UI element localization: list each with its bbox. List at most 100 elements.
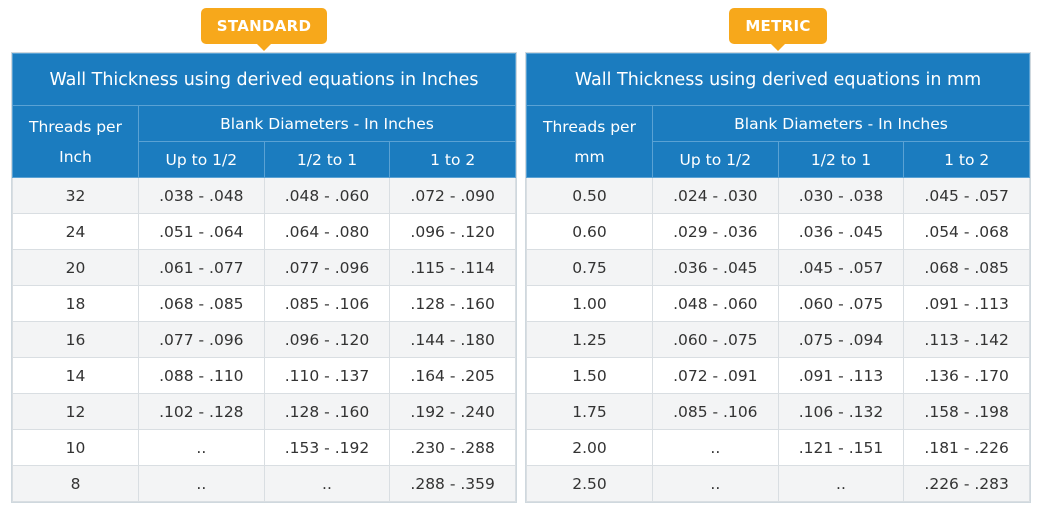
range-header: Up to 1/2 <box>652 141 779 178</box>
threads-cell: 14 <box>12 357 139 394</box>
value-cell: .068 - .085 <box>138 285 265 322</box>
threads-cell: 1.00 <box>526 285 653 322</box>
standard-table: Wall Thickness using derived equations i… <box>12 53 516 502</box>
value-cell: .064 - .080 <box>263 213 391 250</box>
threads-cell: 2.50 <box>526 465 653 502</box>
threads-cell: 2.00 <box>526 429 653 466</box>
value-cell: .048 - .060 <box>263 177 391 214</box>
threads-header-line1: Threads per <box>29 117 122 136</box>
value-cell: .075 - .094 <box>777 321 905 358</box>
value-cell: .061 - .077 <box>138 249 265 286</box>
value-cell: .226 - .283 <box>903 465 1030 502</box>
table-row: 2.50 .. .. .226 - .283 <box>526 465 1030 502</box>
value-cell: .192 - .240 <box>389 393 516 430</box>
threads-cell: 1.75 <box>526 393 653 430</box>
value-cell: .068 - .085 <box>903 249 1030 286</box>
value-cell: .077 - .096 <box>263 249 391 286</box>
threads-cell: 16 <box>12 321 139 358</box>
threads-cell: 0.60 <box>526 213 653 250</box>
value-cell: .060 - .075 <box>777 285 905 322</box>
value-cell: .. <box>138 465 265 502</box>
table-row: 8 .. .. .288 - .359 <box>12 465 516 502</box>
value-cell: .. <box>263 465 391 502</box>
threads-header-line1: Threads per <box>543 117 636 136</box>
value-cell: .077 - .096 <box>138 321 265 358</box>
standard-table-title: Wall Thickness using derived equations i… <box>12 53 516 106</box>
table-row: 1.00 .048 - .060 .060 - .075 .091 - .113 <box>526 285 1030 322</box>
standard-table-panel: Wall Thickness using derived equations i… <box>11 52 517 503</box>
value-cell: .288 - .359 <box>389 465 516 502</box>
threads-cell: 1.25 <box>526 321 653 358</box>
table-row: 0.75 .036 - .045 .045 - .057 .068 - .085 <box>526 249 1030 286</box>
threads-cell: 0.50 <box>526 177 653 214</box>
value-cell: .091 - .113 <box>777 357 905 394</box>
value-cell: .. <box>652 429 779 466</box>
value-cell: .036 - .045 <box>777 213 905 250</box>
range-header: 1 to 2 <box>903 141 1030 178</box>
table-row: 1.50 .072 - .091 .091 - .113 .136 - .170 <box>526 357 1030 394</box>
metric-badge: METRIC <box>729 8 827 51</box>
table-row: 24 .051 - .064 .064 - .080 .096 - .120 <box>12 213 516 250</box>
threads-header-line2: mm <box>574 147 605 166</box>
threads-per-inch-header: Threads per Inch <box>12 105 139 178</box>
table-row: 32 .038 - .048 .048 - .060 .072 - .090 <box>12 177 516 214</box>
value-cell: .144 - .180 <box>389 321 516 358</box>
value-cell: .085 - .106 <box>652 393 779 430</box>
value-cell: .088 - .110 <box>138 357 265 394</box>
threads-cell: 1.50 <box>526 357 653 394</box>
value-cell: .128 - .160 <box>263 393 391 430</box>
standard-badge: STANDARD <box>201 8 327 51</box>
value-cell: .230 - .288 <box>389 429 516 466</box>
value-cell: .128 - .160 <box>389 285 516 322</box>
table-row: 1.75 .085 - .106 .106 - .132 .158 - .198 <box>526 393 1030 430</box>
value-cell: .038 - .048 <box>138 177 265 214</box>
value-cell: .096 - .120 <box>263 321 391 358</box>
table-row: 18 .068 - .085 .085 - .106 .128 - .160 <box>12 285 516 322</box>
value-cell: .102 - .128 <box>138 393 265 430</box>
value-cell: .158 - .198 <box>903 393 1030 430</box>
table-row: 10 .. .153 - .192 .230 - .288 <box>12 429 516 466</box>
metric-table-title: Wall Thickness using derived equations i… <box>526 53 1030 106</box>
value-cell: .096 - .120 <box>389 213 516 250</box>
threads-cell: 18 <box>12 285 139 322</box>
metric-table: Wall Thickness using derived equations i… <box>526 53 1030 502</box>
value-cell: .115 - .114 <box>389 249 516 286</box>
range-header: 1/2 to 1 <box>263 141 391 178</box>
value-cell: .072 - .091 <box>652 357 779 394</box>
table-row: 0.60 .029 - .036 .036 - .045 .054 - .068 <box>526 213 1030 250</box>
value-cell: .024 - .030 <box>652 177 779 214</box>
value-cell: .051 - .064 <box>138 213 265 250</box>
metric-table-panel: Wall Thickness using derived equations i… <box>525 52 1031 503</box>
value-cell: .121 - .151 <box>777 429 905 466</box>
value-cell: .030 - .038 <box>777 177 905 214</box>
range-header: Up to 1/2 <box>138 141 265 178</box>
value-cell: .106 - .132 <box>777 393 905 430</box>
table-row: 2.00 .. .121 - .151 .181 - .226 <box>526 429 1030 466</box>
value-cell: .054 - .068 <box>903 213 1030 250</box>
threads-per-mm-header: Threads per mm <box>526 105 653 178</box>
table-row: 16 .077 - .096 .096 - .120 .144 - .180 <box>12 321 516 358</box>
value-cell: .153 - .192 <box>263 429 391 466</box>
value-cell: .091 - .113 <box>903 285 1030 322</box>
range-header: 1/2 to 1 <box>777 141 905 178</box>
table-row: 20 .061 - .077 .077 - .096 .115 - .114 <box>12 249 516 286</box>
table-row: 0.50 .024 - .030 .030 - .038 .045 - .057 <box>526 177 1030 214</box>
range-header: 1 to 2 <box>389 141 516 178</box>
threads-cell: 20 <box>12 249 139 286</box>
value-cell: .072 - .090 <box>389 177 516 214</box>
value-cell: .045 - .057 <box>777 249 905 286</box>
threads-cell: 12 <box>12 393 139 430</box>
value-cell: .. <box>777 465 905 502</box>
value-cell: .113 - .142 <box>903 321 1030 358</box>
table-row: 1.25 .060 - .075 .075 - .094 .113 - .142 <box>526 321 1030 358</box>
value-cell: .045 - .057 <box>903 177 1030 214</box>
value-cell: .110 - .137 <box>263 357 391 394</box>
blank-diameters-header: Blank Diameters - In Inches <box>652 105 1030 142</box>
value-cell: .048 - .060 <box>652 285 779 322</box>
threads-cell: 32 <box>12 177 139 214</box>
value-cell: .164 - .205 <box>389 357 516 394</box>
threads-header-line2: Inch <box>59 147 92 166</box>
threads-cell: 8 <box>12 465 139 502</box>
threads-cell: 24 <box>12 213 139 250</box>
table-row: 14 .088 - .110 .110 - .137 .164 - .205 <box>12 357 516 394</box>
